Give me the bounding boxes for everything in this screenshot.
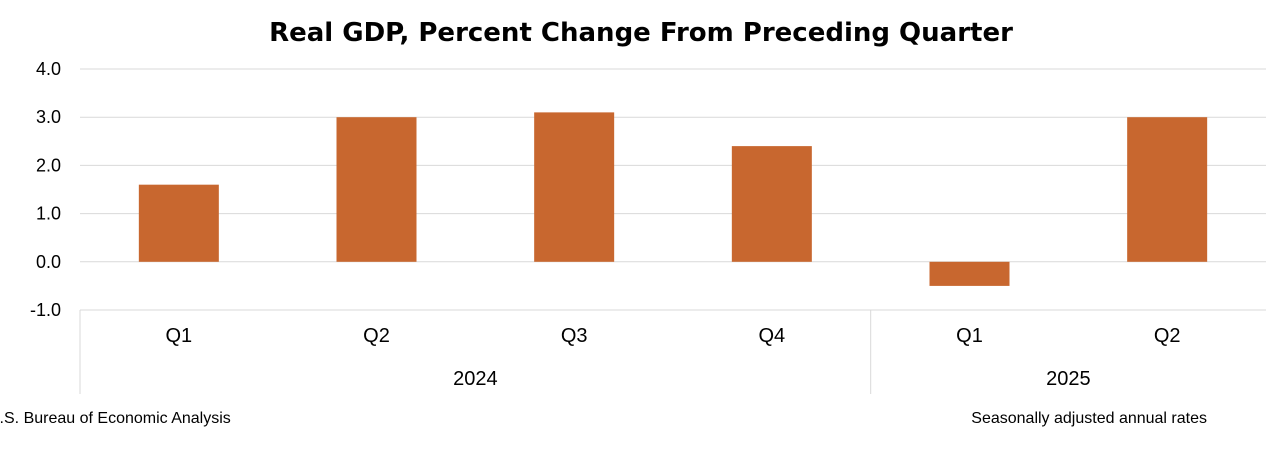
source-note: U.S. Bureau of Economic Analysis: [0, 410, 231, 427]
rates-note: Seasonally adjusted annual rates: [971, 410, 1207, 427]
bar-5: [929, 261, 1010, 286]
y-axis: 4.0 3.0 2.0 1.0 0.0 -1.0: [30, 59, 61, 320]
x-category-label: Q3: [561, 325, 588, 347]
x-category-label: Q2: [1154, 325, 1181, 347]
bar-2: [336, 117, 417, 262]
x-category-label: Q2: [363, 325, 390, 347]
x-category-label: Q1: [165, 325, 192, 347]
bar-1: [138, 184, 219, 262]
x-group-label: 2024: [453, 368, 498, 390]
bars: [138, 112, 1208, 286]
chart-title: Real GDP, Percent Change From Preceding …: [269, 18, 1013, 48]
y-tick-label: 2.0: [36, 155, 61, 175]
y-tick-label: 1.0: [36, 204, 61, 224]
x-axis: Q1 Q2 Q3 Q4 Q1 Q2 2024 2025: [79, 310, 1181, 394]
gridlines: [80, 68, 1266, 311]
y-tick-label: -1.0: [30, 300, 61, 320]
y-tick-label: 4.0: [36, 59, 61, 79]
y-tick-label: 3.0: [36, 107, 61, 127]
bar-4: [731, 146, 812, 262]
x-category-label: Q1: [956, 325, 983, 347]
bar-3: [534, 112, 615, 262]
x-category-label: Q4: [758, 325, 785, 347]
x-group-label: 2025: [1046, 368, 1091, 390]
y-tick-label: 0.0: [36, 252, 61, 272]
bar-6: [1127, 117, 1208, 262]
